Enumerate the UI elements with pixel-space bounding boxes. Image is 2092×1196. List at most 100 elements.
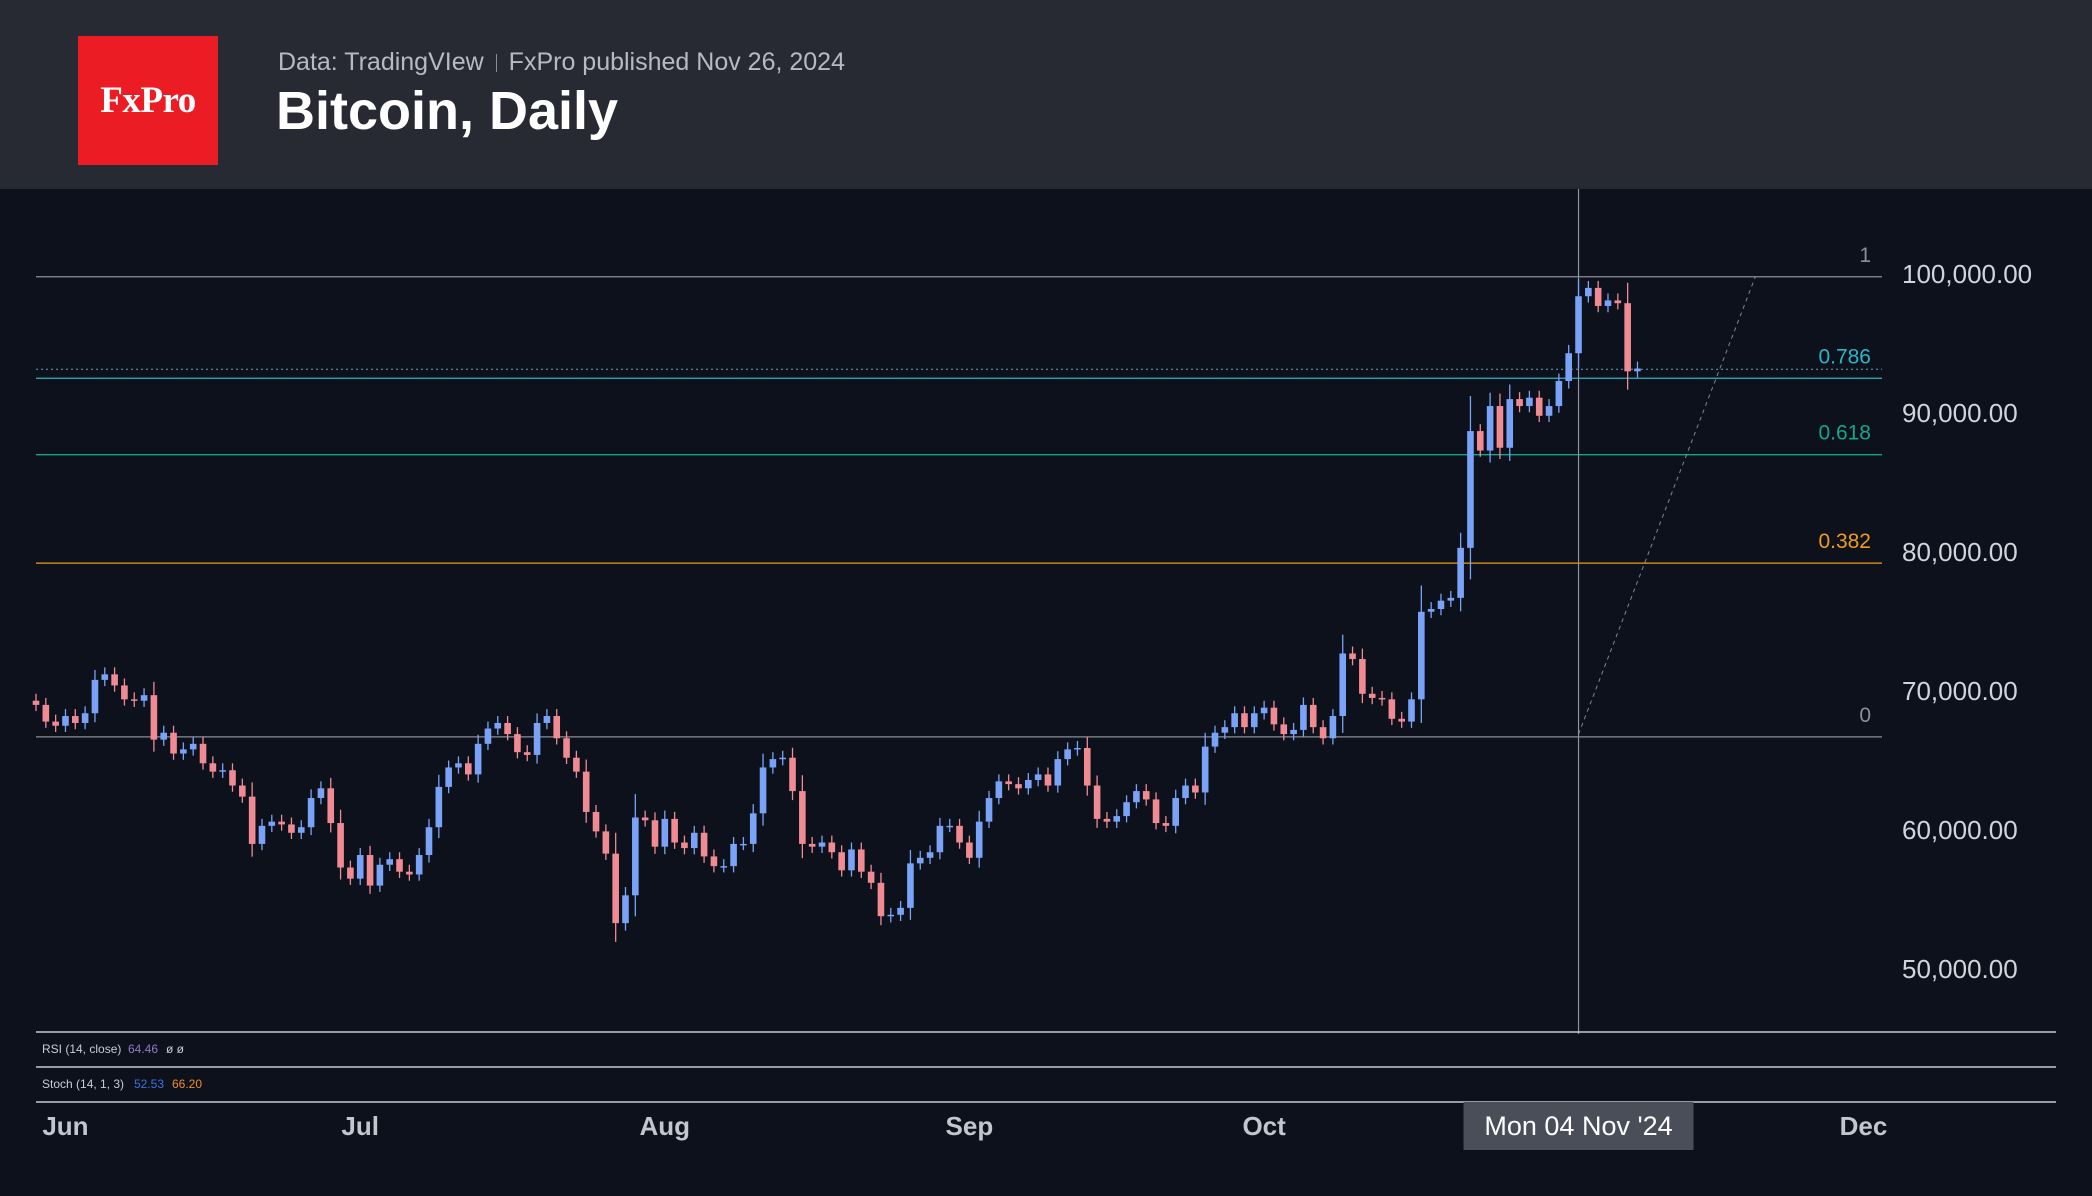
candle xyxy=(582,771,590,812)
candle xyxy=(1624,303,1631,372)
candle xyxy=(1604,300,1612,306)
candle xyxy=(1467,431,1474,548)
candle xyxy=(189,743,197,750)
candle xyxy=(288,824,295,833)
candle xyxy=(602,831,610,854)
candle xyxy=(553,716,561,739)
candle xyxy=(651,820,659,847)
candle xyxy=(1359,659,1366,694)
candle xyxy=(671,818,678,843)
candle xyxy=(199,743,207,764)
candle xyxy=(455,763,462,768)
candle xyxy=(563,738,570,758)
candle xyxy=(720,866,728,868)
source-line: Data: TradingVIew FxPro published Nov 26,… xyxy=(278,48,845,77)
candle xyxy=(465,763,472,775)
candle xyxy=(1585,287,1592,297)
candle xyxy=(327,788,335,824)
fib-level-label: 1 xyxy=(1859,244,1871,267)
candle xyxy=(1309,704,1317,728)
candle xyxy=(1211,732,1219,747)
candle xyxy=(1142,791,1150,800)
candle xyxy=(1418,611,1425,700)
candle xyxy=(1260,707,1268,714)
candle xyxy=(995,781,1003,799)
candle xyxy=(1555,381,1563,407)
candle xyxy=(219,770,226,772)
candle xyxy=(72,716,79,723)
y-axis: 100,000.00 90,000.00 80,000.00 70,000.00 60,… xyxy=(1902,259,2032,984)
candle xyxy=(1516,399,1523,407)
candle xyxy=(759,767,767,814)
candle xyxy=(828,842,836,853)
candle xyxy=(317,788,325,799)
candle xyxy=(474,743,482,775)
candle xyxy=(278,821,285,825)
candle xyxy=(307,798,315,828)
candle xyxy=(1064,749,1071,760)
chart-title: Bitcoin, Daily xyxy=(276,81,619,141)
candle xyxy=(1221,727,1229,733)
candle xyxy=(445,767,452,787)
candle xyxy=(81,713,89,723)
candle xyxy=(622,895,629,924)
candle xyxy=(612,853,619,924)
rsi-value: 64.46 xyxy=(128,1042,158,1056)
data-source: Data: TradingVIew xyxy=(278,48,484,76)
candle xyxy=(1074,747,1081,750)
candle xyxy=(985,798,993,822)
candle xyxy=(1034,774,1042,780)
candle xyxy=(1378,697,1386,700)
candle xyxy=(1575,296,1582,354)
candle xyxy=(1388,699,1396,719)
publisher: FxPro published Nov 26, 2024 xyxy=(508,48,845,76)
y-tick-label: 80,000.00 xyxy=(1902,537,2018,567)
candle xyxy=(1329,716,1337,739)
candle xyxy=(867,871,875,883)
candle xyxy=(91,679,99,714)
candle xyxy=(1113,816,1121,822)
candle xyxy=(779,757,786,760)
candle xyxy=(1368,693,1376,698)
candle xyxy=(1182,785,1189,799)
candle xyxy=(1545,406,1553,416)
candle xyxy=(740,843,747,846)
candle xyxy=(1280,724,1288,735)
candle xyxy=(504,722,511,735)
candle xyxy=(523,752,531,755)
rsi-label: RSI (14, close) xyxy=(42,1042,121,1056)
candle xyxy=(533,722,541,755)
candle xyxy=(1398,718,1405,722)
candle xyxy=(1437,600,1445,609)
candle xyxy=(749,813,757,844)
candle xyxy=(140,695,148,701)
chart-canvas[interactable]: 1 0.786 0.618 0.382 0 100,000.00 90,000.00 80,… xyxy=(0,189,2092,1196)
fib-level-label: 0.786 xyxy=(1818,345,1871,368)
candle xyxy=(848,849,855,871)
candle xyxy=(386,859,393,865)
candle xyxy=(1054,759,1062,786)
candle xyxy=(1005,781,1012,785)
candle xyxy=(916,857,924,864)
trend-line xyxy=(1578,276,1756,735)
price-chart[interactable]: 1 0.786 0.618 0.382 0 100,000.00 90,000.00 80,… xyxy=(0,189,2092,1196)
candle xyxy=(337,823,344,868)
candle xyxy=(1447,597,1455,601)
candle xyxy=(366,855,374,886)
candle xyxy=(415,855,423,875)
candle xyxy=(681,842,688,849)
candle xyxy=(484,728,492,744)
candle xyxy=(1526,397,1533,407)
candle xyxy=(769,759,777,768)
candle xyxy=(975,821,983,858)
candle xyxy=(1231,713,1238,728)
candle xyxy=(1044,774,1052,786)
indicator-panels: RSI (14, close) 64.46 ø ø Stoch (14, 1, … xyxy=(36,1031,2056,1103)
fib-level-label: 0.382 xyxy=(1818,530,1871,553)
candle xyxy=(121,685,128,700)
fxpro-logo: FxPro xyxy=(78,36,218,165)
candle xyxy=(1408,699,1415,722)
candle xyxy=(1634,368,1641,372)
candle xyxy=(808,843,816,847)
fib-level-label: 0.618 xyxy=(1818,422,1871,445)
